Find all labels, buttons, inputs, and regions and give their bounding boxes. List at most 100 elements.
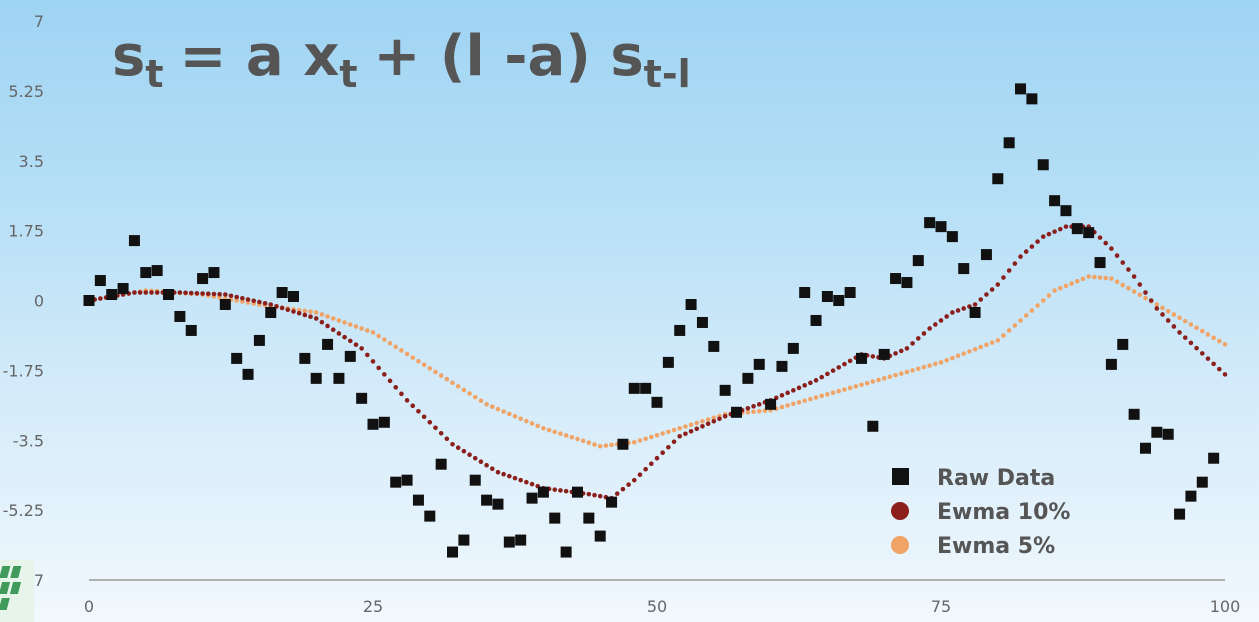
ewma-5-point	[535, 423, 541, 429]
ewma-10-point	[597, 493, 603, 499]
raw-data-point	[253, 334, 265, 346]
ewma-5-point	[382, 337, 387, 342]
ewma-10-point	[450, 441, 455, 447]
raw-data-point	[94, 275, 106, 287]
ewma-10-point	[285, 307, 291, 313]
ewma-10-point	[1211, 361, 1216, 367]
y-tick-label: 1.75	[8, 222, 44, 241]
ewma-10-point	[558, 488, 563, 493]
ewma-10-point	[910, 341, 915, 346]
raw-data-point	[560, 546, 572, 558]
ewma-10-point	[501, 471, 506, 477]
raw-data-point	[526, 492, 538, 504]
ewma-10-point	[711, 418, 717, 424]
raw-data-point	[753, 358, 765, 370]
ewma-5-point	[529, 421, 535, 426]
ewma-10-point	[683, 431, 688, 437]
raw-data-point	[594, 530, 606, 542]
ewma-10-point	[1114, 253, 1120, 258]
ewma-10-point	[1001, 275, 1006, 280]
ewma-10-point	[904, 346, 910, 351]
ewma-10-point	[336, 331, 342, 336]
ewma-5-point	[893, 372, 898, 378]
ewma-10-point	[484, 462, 489, 468]
ewma-10-point	[319, 319, 325, 325]
y-tick-label: 5.25	[8, 82, 44, 101]
ewma-5-point	[399, 348, 404, 353]
raw-data-point	[299, 352, 311, 364]
ewma-10-point	[370, 359, 376, 364]
ewma-10-point	[1171, 324, 1177, 329]
ewma-10-point	[938, 318, 944, 323]
formula-mid: + (l -a) s	[374, 24, 644, 89]
ewma-10-point	[830, 368, 836, 373]
ewma-10-point	[416, 409, 421, 414]
raw-data-point	[140, 267, 152, 279]
ewma-10-point	[268, 302, 274, 307]
ewma-5-point	[671, 427, 677, 433]
raw-data-point	[276, 287, 288, 299]
ewma-10-point	[745, 406, 751, 411]
raw-data-point	[219, 298, 231, 310]
ewma-5-point	[688, 422, 694, 428]
ewma-10-point	[223, 292, 228, 297]
raw-data-point	[969, 306, 981, 318]
legend-label-raw: Raw Data	[937, 466, 1055, 491]
ewma-5-point	[847, 385, 853, 391]
ewma-10-point	[700, 423, 705, 429]
ewma-10-point	[507, 473, 512, 479]
ewma-10-point	[813, 378, 819, 383]
ewma-10-point	[143, 290, 149, 295]
ewma-5-point	[365, 328, 370, 333]
ewma-5-point	[455, 384, 461, 389]
ewma-10-point	[461, 448, 467, 454]
ewma-5-point	[842, 387, 847, 392]
ewma-5-point	[1103, 275, 1109, 281]
ewma-5-point	[756, 409, 762, 414]
y-tick-label: 7	[34, 12, 44, 31]
raw-data-point	[1185, 490, 1197, 502]
ewma-5-point	[507, 411, 512, 417]
raw-data-point	[1015, 83, 1027, 95]
ewma-5-point	[586, 440, 592, 445]
formula-eq: = a x	[180, 24, 340, 89]
ewma-10-point	[995, 282, 1001, 287]
ewma-5-point	[683, 424, 688, 429]
ewma-5-point	[643, 436, 648, 442]
raw-data-point	[696, 316, 708, 328]
ewma-5-point	[342, 320, 347, 325]
ewma-10-point	[1052, 229, 1057, 234]
raw-data-point	[1174, 508, 1186, 520]
ewma-5-point	[631, 439, 637, 445]
ewma-10-point	[1137, 282, 1143, 287]
ewma-10-point	[592, 492, 597, 498]
raw-data-point	[719, 384, 731, 396]
raw-data-point	[855, 352, 867, 364]
ewma-5-point	[938, 360, 944, 365]
ewma-5-point	[1205, 332, 1211, 337]
ewma-5-point	[609, 442, 614, 448]
ewma-10-point	[620, 486, 626, 492]
raw-data-point	[640, 382, 652, 394]
ewma-5-point	[592, 442, 597, 447]
ewma-10-point	[279, 305, 285, 311]
ewma-5-point	[541, 425, 546, 431]
ewma-5-point	[1143, 295, 1148, 301]
ewma-5-point	[421, 362, 427, 368]
formula-s-sub: t-l	[644, 52, 691, 96]
ewma-5-point	[1069, 281, 1074, 286]
ewma-10-point	[529, 481, 535, 487]
ewma-5-point	[552, 429, 558, 435]
raw-data-point	[1083, 227, 1095, 239]
ewma-10-point	[989, 287, 995, 292]
raw-data-point	[833, 295, 845, 306]
ewma-5-point	[597, 443, 603, 449]
ewma-10-point	[137, 290, 143, 295]
ewma-10-point	[188, 290, 194, 296]
ewma-5-point	[654, 432, 660, 438]
raw-data-point	[662, 356, 674, 368]
ewma-5-point	[796, 400, 802, 405]
ewma-10-point	[257, 299, 262, 305]
ewma-5-point	[984, 342, 989, 348]
ewma-10-point	[1006, 268, 1012, 273]
